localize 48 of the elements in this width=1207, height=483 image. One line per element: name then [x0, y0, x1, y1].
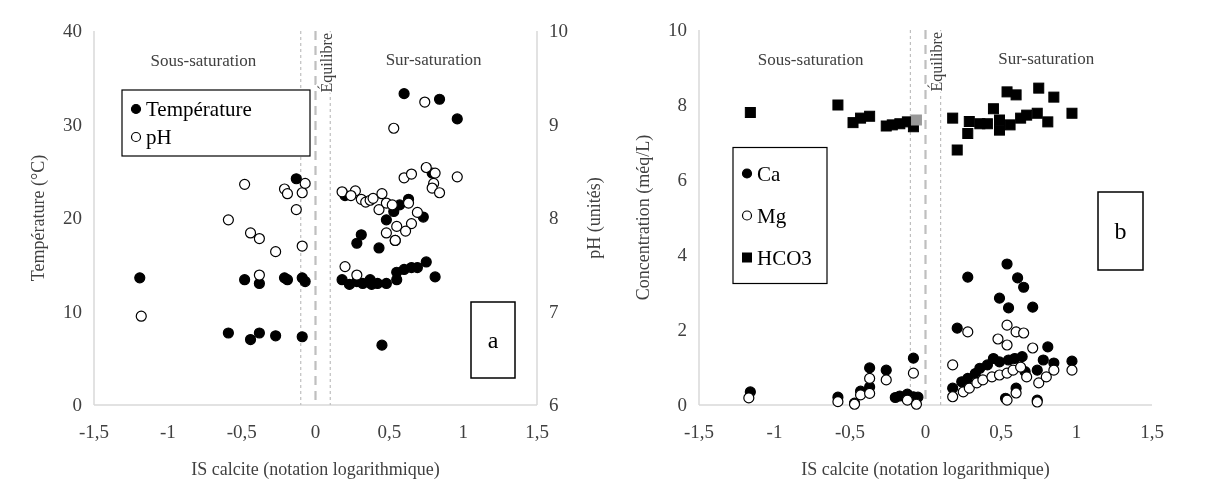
y-tick-label: 2 — [677, 319, 687, 340]
y-tick-label: 8 — [677, 94, 687, 115]
x-tick-label: -0,5 — [834, 421, 866, 442]
y-tick-label: 20 — [63, 207, 82, 228]
y-axis-title: Concentration (méq/L) — [633, 134, 654, 301]
ref-line-label: Équilibre — [926, 32, 946, 92]
y-axis-title: Température (°C) — [28, 154, 49, 282]
x-tick-label: -1,5 — [683, 421, 715, 442]
y-tick-label: 6 — [677, 169, 687, 190]
legend-label: Température — [146, 97, 252, 121]
y2-tick-label: 8 — [549, 207, 559, 228]
x-tick-label: 0,5 — [989, 421, 1013, 442]
x-tick-label: -1 — [159, 421, 176, 442]
x-tick-label: -1 — [766, 421, 783, 442]
y-tick-label: 4 — [677, 244, 688, 265]
legend-label: Mg — [757, 203, 787, 228]
annotation: a — [487, 327, 499, 353]
x-tick-label: 1,5 — [525, 421, 549, 442]
y-tick-label: 0 — [72, 394, 82, 415]
y-tick-label: 10 — [668, 19, 687, 40]
x-tick-label: 1 — [458, 421, 468, 442]
x-tick-label: -0,5 — [226, 421, 257, 442]
y2-tick-label: 6 — [549, 394, 559, 415]
x-tick-label: 1 — [1071, 421, 1082, 442]
annotation: Sur-saturation — [385, 50, 483, 69]
annotation: Sur-saturation — [998, 49, 1095, 68]
y-tick-label: 10 — [63, 300, 82, 322]
x-tick-label: -1,5 — [78, 421, 110, 442]
y2-tick-label: 9 — [549, 113, 559, 135]
y-tick-label: 30 — [63, 113, 82, 135]
x-tick-label: 1,5 — [1140, 421, 1164, 442]
x-axis-title: IS calcite (notation logarithmique) — [191, 459, 440, 480]
x-tick-label: 0,5 — [377, 421, 402, 442]
y2-axis-title: pH (unités) — [584, 177, 605, 259]
y2-tick-label: 10 — [549, 20, 568, 41]
ref-line-label: Équilibre — [316, 33, 336, 93]
legend-label: Ca — [757, 161, 782, 186]
x-tick-label: 0 — [920, 421, 931, 442]
annotation: b — [1114, 218, 1127, 244]
y-tick-label: 40 — [63, 20, 82, 41]
annotation: Sous-saturation — [150, 51, 257, 70]
y-tick-label: 0 — [677, 394, 687, 415]
x-tick-label: 0 — [310, 421, 321, 442]
annotation: Sous-saturation — [757, 50, 865, 69]
legend-label: pH — [146, 125, 172, 149]
x-axis-title: IS calcite (notation logarithmique) — [801, 459, 1050, 480]
legend-label: HCO3 — [757, 245, 812, 270]
y2-tick-label: 7 — [549, 300, 559, 322]
